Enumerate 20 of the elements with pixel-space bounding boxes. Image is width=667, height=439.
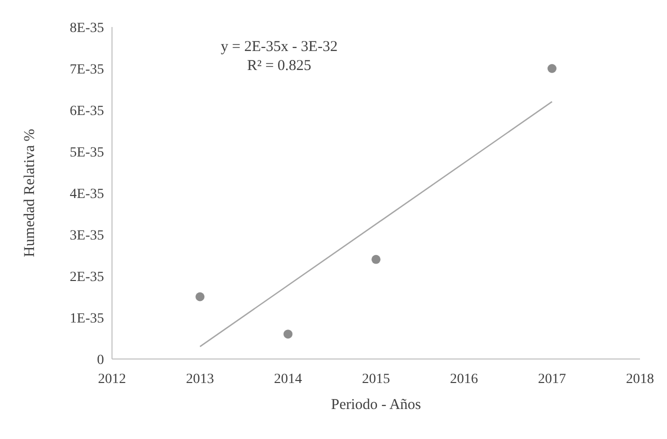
y-tick-label: 1E-35 [70,311,104,326]
annotation: R² = 0.825 [247,58,312,74]
annotation: y = 2E-35x - 3E-32 [220,39,338,55]
x-tick-label: 2012 [98,372,126,387]
y-tick-label: 8E-35 [70,20,104,36]
y-tick-label: 0 [97,352,104,368]
x-tick-label: 2016 [450,372,478,387]
x-tick-label: 2015 [362,372,390,387]
y-tick-label: 3E-35 [70,228,104,244]
x-tick-label: 2018 [626,372,654,387]
y-tick-label: 5E-35 [70,145,104,160]
y-axis-title: Humedad Relativa % [22,128,38,258]
y-tick-label: 7E-35 [70,62,104,78]
x-tick-label: 2017 [538,372,566,387]
y-tick-label: 6E-35 [70,104,104,119]
y-tick-label: 2E-35 [70,270,104,285]
x-tick-label: 2013 [186,372,214,387]
y-tick-label: 4E-35 [70,186,104,202]
x-axis-title: Periodo - Años [331,397,422,413]
x-tick-label: 2014 [274,372,302,387]
